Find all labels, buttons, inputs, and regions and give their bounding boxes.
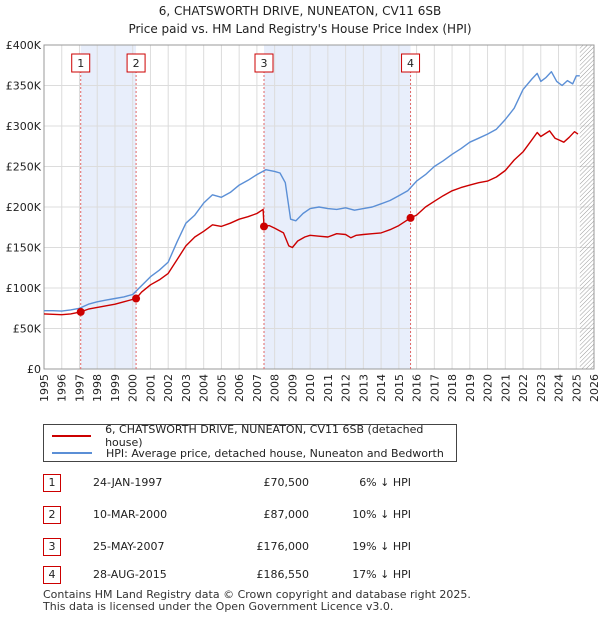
x-tick-label: 2018 (446, 374, 459, 402)
x-tick-label: 2005 (215, 374, 228, 402)
x-tick-label: 1999 (109, 374, 122, 402)
y-tick-label: £250K (6, 161, 42, 174)
x-tick-label: 2025 (570, 374, 583, 402)
transaction-label-box (71, 53, 91, 73)
x-tick-label: 2000 (127, 374, 140, 402)
sale-point-marker (132, 294, 141, 303)
transaction-price: £70,500 (263, 476, 310, 489)
sale-point-marker (76, 307, 85, 316)
transaction-number-badge: 2 (43, 506, 61, 524)
y-tick-label: £400K (6, 39, 42, 52)
x-tick-label: 2023 (535, 374, 548, 402)
footer-line: Contains HM Land Registry data © Crown c… (43, 588, 471, 601)
x-tick-label: 2006 (233, 374, 246, 402)
x-tick-label: 2017 (428, 374, 441, 402)
transaction-hpi-diff: 10% ↓ HPI (352, 508, 411, 521)
x-tick-label: 2013 (357, 374, 370, 402)
x-tick-label: 2026 (588, 374, 600, 402)
legend-item-property: 6, CHATSWORTH DRIVE, NUNEATON, CV11 6SB … (52, 423, 456, 449)
x-tick-label: 2010 (304, 374, 317, 402)
hpi-series-line (44, 70, 580, 312)
x-tick-label: 2002 (162, 374, 175, 402)
transaction-date: 24-JAN-1997 (93, 476, 163, 489)
transaction-label-box (254, 53, 274, 73)
y-tick-label: £100K (6, 282, 42, 295)
transaction-number-badge: 3 (43, 538, 61, 556)
x-tick-label: 2008 (269, 374, 282, 402)
x-tick-label: 2015 (393, 374, 406, 402)
x-tick-label: 1995 (38, 374, 51, 402)
transaction-hpi-diff: 19% ↓ HPI (352, 540, 411, 553)
legend-item-hpi: HPI: Average price, detached house, Nune… (52, 445, 444, 461)
future-hatch (579, 45, 594, 369)
x-tick-label: 2014 (375, 374, 388, 402)
price-chart: 6, CHATSWORTH DRIVE, NUNEATON, CV11 6SB … (6, 4, 600, 402)
x-tick-label: 2009 (286, 374, 299, 402)
chart-subtitle: Price paid vs. HM Land Registry's House … (128, 22, 471, 36)
transaction-hpi-diff: 6% ↓ HPI (359, 476, 411, 489)
transaction-label-box (126, 53, 146, 73)
transaction-label-number: 1 (77, 57, 84, 70)
x-tick-label: 2019 (464, 374, 477, 402)
transaction-row: 1 24-JAN-1997 £70,500 6% ↓ HPI (43, 474, 463, 492)
legend-swatch-hpi (52, 452, 92, 454)
y-tick-label: £0 (27, 363, 41, 376)
x-tick-label: 2012 (340, 374, 353, 402)
x-tick-label: 2004 (198, 374, 211, 402)
transaction-price: £186,550 (256, 568, 310, 581)
transaction-label-box (401, 53, 421, 73)
transaction-date: 25-MAY-2007 (93, 540, 165, 553)
x-tick-label: 1996 (56, 374, 69, 402)
footer-line: This data is licensed under the Open Gov… (43, 600, 394, 613)
chart-title: 6, CHATSWORTH DRIVE, NUNEATON, CV11 6SB (159, 4, 442, 18)
transaction-row: 3 25-MAY-2007 £176,000 19% ↓ HPI (43, 538, 463, 556)
transaction-number-badge: 4 (43, 566, 61, 584)
y-tick-label: £350K (6, 80, 42, 93)
x-tick-label: 2024 (553, 374, 566, 402)
transaction-hpi-diff: 17% ↓ HPI (352, 568, 411, 581)
transaction-date: 10-MAR-2000 (93, 508, 168, 521)
x-tick-label: 2021 (499, 374, 512, 402)
x-tick-label: 2003 (180, 374, 193, 402)
legend-label-hpi: HPI: Average price, detached house, Nune… (106, 446, 444, 460)
transaction-price: £176,000 (256, 540, 310, 553)
x-tick-label: 2007 (251, 374, 264, 402)
sale-point-marker (406, 213, 415, 222)
property-price-series-line (43, 130, 579, 316)
transaction-row: 2 10-MAR-2000 £87,000 10% ↓ HPI (43, 506, 463, 524)
y-tick-label: £300K (6, 120, 42, 133)
sale-point-marker (260, 222, 268, 231)
x-tick-label: 1998 (91, 374, 104, 402)
plot-frame (43, 44, 595, 370)
footer-attribution: Contains HM Land Registry data © Crown c… (43, 589, 471, 613)
transaction-row: 4 28-AUG-2015 £186,550 17% ↓ HPI (43, 566, 463, 584)
x-tick-label: 1997 (73, 374, 86, 402)
legend: 6, CHATSWORTH DRIVE, NUNEATON, CV11 6SB … (43, 423, 457, 462)
x-tick-label: 2020 (482, 374, 495, 402)
x-tick-label: 2001 (144, 374, 157, 402)
transaction-number-badge: 1 (43, 474, 61, 492)
x-tick-label: 2016 (411, 374, 424, 402)
legend-swatch-property (52, 435, 92, 437)
y-tick-label: £150K (6, 242, 42, 255)
transaction-label-number: 4 (407, 57, 414, 70)
y-tick-label: £50K (13, 323, 42, 336)
transaction-price: £87,000 (263, 508, 310, 521)
legend-label-property: 6, CHATSWORTH DRIVE, NUNEATON, CV11 6SB … (105, 423, 424, 449)
x-tick-label: 2022 (517, 374, 530, 402)
y-tick-label: £200K (6, 201, 42, 214)
transaction-date: 28-AUG-2015 (93, 568, 167, 581)
transaction-label-number: 2 (133, 57, 140, 70)
transaction-label-number: 3 (261, 57, 268, 70)
x-tick-label: 2011 (322, 374, 335, 402)
